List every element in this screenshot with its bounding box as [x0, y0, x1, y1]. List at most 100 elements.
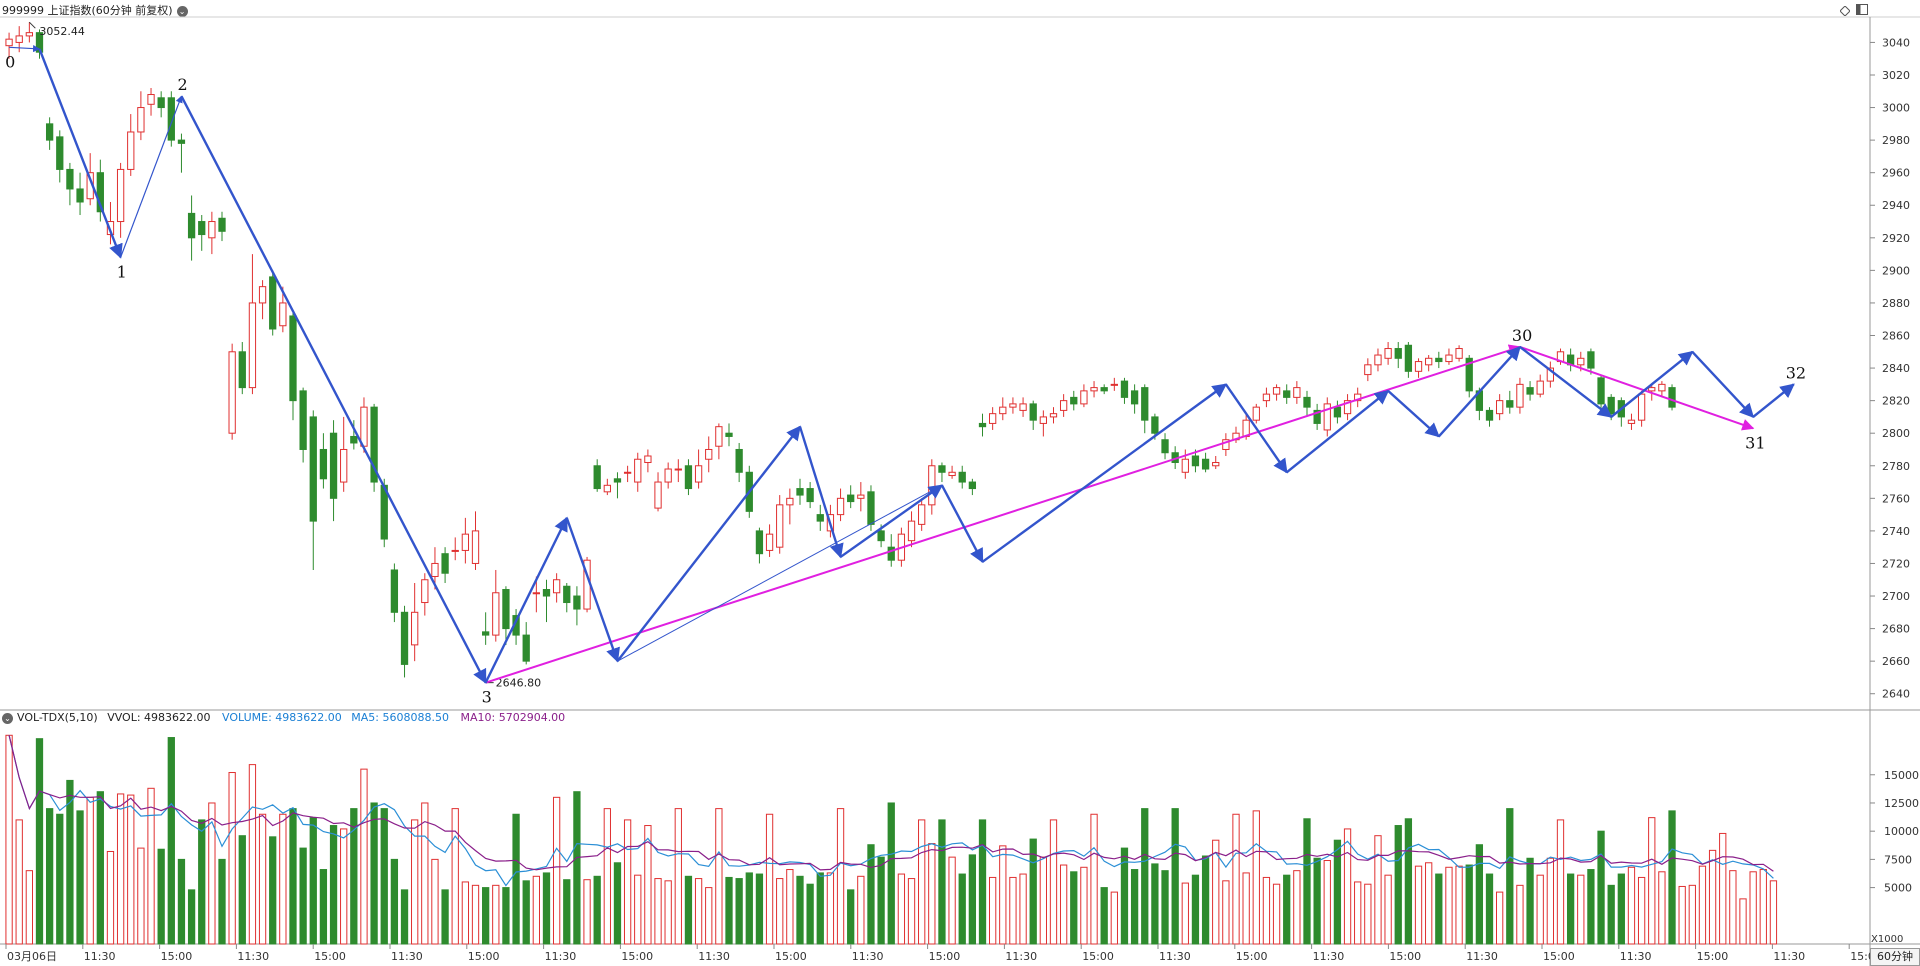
- volume-bar: [867, 844, 875, 945]
- volume-bar: [532, 875, 540, 945]
- candle-body: [1597, 377, 1605, 405]
- volume-bar: [1658, 871, 1666, 945]
- volume-bar: [603, 808, 611, 945]
- volume-bar: [563, 879, 571, 945]
- volume-bar: [664, 880, 672, 945]
- price-tick-label: 3040: [1882, 36, 1910, 49]
- candle-body: [1323, 403, 1331, 431]
- candle-body: [309, 416, 317, 522]
- time-tick-label: 11:30: [545, 950, 577, 963]
- candle-body: [1070, 396, 1078, 405]
- volume-bar: [431, 858, 439, 945]
- candle-body: [1668, 387, 1676, 408]
- candle-body: [1435, 357, 1443, 363]
- candle-body: [1100, 387, 1108, 392]
- candle-body: [25, 32, 33, 37]
- volume-tick-label: 7500: [1884, 853, 1912, 866]
- time-tick-label: 11:30: [1466, 950, 1498, 963]
- wave-labels: 0 1 2 3 30 31 32: [5, 52, 1806, 706]
- candle-body: [218, 217, 226, 232]
- price-tick-label: 2640: [1882, 688, 1910, 701]
- candle-body: [421, 579, 429, 604]
- price-tick-label: 3000: [1882, 102, 1910, 115]
- volume-bar: [786, 869, 794, 945]
- time-tick-label: 15:00: [1236, 950, 1268, 963]
- volume-bar: [1546, 857, 1554, 945]
- volume-bar: [482, 887, 490, 945]
- volume-bar: [1333, 839, 1342, 945]
- volume-bar: [1506, 808, 1514, 945]
- candle-body: [228, 351, 236, 434]
- volume-bar: [593, 875, 601, 945]
- wave-segment: [1519, 345, 1613, 418]
- candlestick-series: 3052.44 2646.80: [5, 21, 1676, 690]
- candle-body: [684, 465, 693, 490]
- candle-body: [198, 221, 206, 236]
- candle-body: [258, 286, 267, 304]
- wave-label: 3: [482, 688, 492, 707]
- volume-bar: [1343, 828, 1352, 945]
- volume-value: VOLUME: 4983622.00: [222, 711, 342, 724]
- chevron-down-icon[interactable]: ⌄: [2, 712, 13, 724]
- window-icon[interactable]: [1856, 4, 1868, 15]
- volume-bar: [1597, 830, 1605, 945]
- volume-bar: [238, 835, 246, 945]
- candle-body: [776, 504, 784, 548]
- volume-bar: [1272, 883, 1281, 945]
- volume-bar: [248, 764, 257, 945]
- volume-bar: [715, 808, 723, 945]
- candle-body: [593, 465, 601, 490]
- volume-tick-label: 12500: [1884, 797, 1919, 810]
- candle-body: [147, 94, 155, 105]
- volume-bar: [1059, 864, 1068, 945]
- candle-body: [1293, 387, 1301, 398]
- volume-bar: [1090, 813, 1098, 945]
- candle-body: [360, 406, 368, 447]
- candle-body: [411, 611, 419, 646]
- volume-bar: [1465, 864, 1473, 945]
- price-tick-label: 2720: [1882, 557, 1910, 570]
- candle-body: [248, 302, 257, 389]
- time-tick-label: 15:00: [1697, 950, 1729, 963]
- volume-bar: [887, 802, 895, 945]
- candle-body: [1222, 439, 1230, 450]
- volume-bar: [1151, 863, 1159, 945]
- volume-bar: [1587, 869, 1595, 945]
- candle-body: [1364, 364, 1372, 376]
- price-tick-label: 2800: [1882, 427, 1910, 440]
- candle-body: [1333, 406, 1342, 418]
- volume-bar: [613, 862, 622, 945]
- volume-bar: [1475, 844, 1484, 945]
- candle-body: [705, 448, 713, 460]
- candle-body: [1262, 393, 1271, 402]
- volume-bar: [451, 808, 459, 945]
- candle-body: [1425, 357, 1433, 366]
- candle-body: [634, 458, 642, 483]
- volume-bar: [826, 872, 835, 945]
- chevron-down-icon[interactable]: ⌄: [176, 5, 188, 17]
- candle-body: [1303, 396, 1311, 408]
- candle-body: [1130, 390, 1139, 405]
- wave-segment: [1752, 383, 1795, 418]
- volume-bar: [623, 819, 632, 945]
- wave-segment: [180, 95, 487, 684]
- candle-body: [654, 481, 662, 509]
- candle-body: [765, 533, 774, 551]
- candle-body: [5, 38, 13, 47]
- volume-bar: [694, 878, 703, 945]
- time-tick-label: 11:30: [391, 950, 423, 963]
- wave-label: 31: [1745, 433, 1765, 452]
- candle-body: [1485, 409, 1494, 421]
- volume-bar: [1080, 866, 1088, 945]
- volume-bar: [1414, 865, 1423, 945]
- wave-sub-segment: [39, 48, 122, 258]
- diamond-icon[interactable]: [1839, 5, 1851, 17]
- period-button[interactable]: 60分钟: [1870, 948, 1920, 966]
- time-tick-label: 11:30: [1620, 950, 1652, 963]
- candle-body: [603, 484, 611, 493]
- time-tick-label: 03月06日: [7, 950, 57, 963]
- candle-body: [1404, 344, 1413, 372]
- volume-bar: [978, 819, 987, 945]
- wave-segment: [798, 426, 844, 559]
- candle-body: [431, 562, 439, 577]
